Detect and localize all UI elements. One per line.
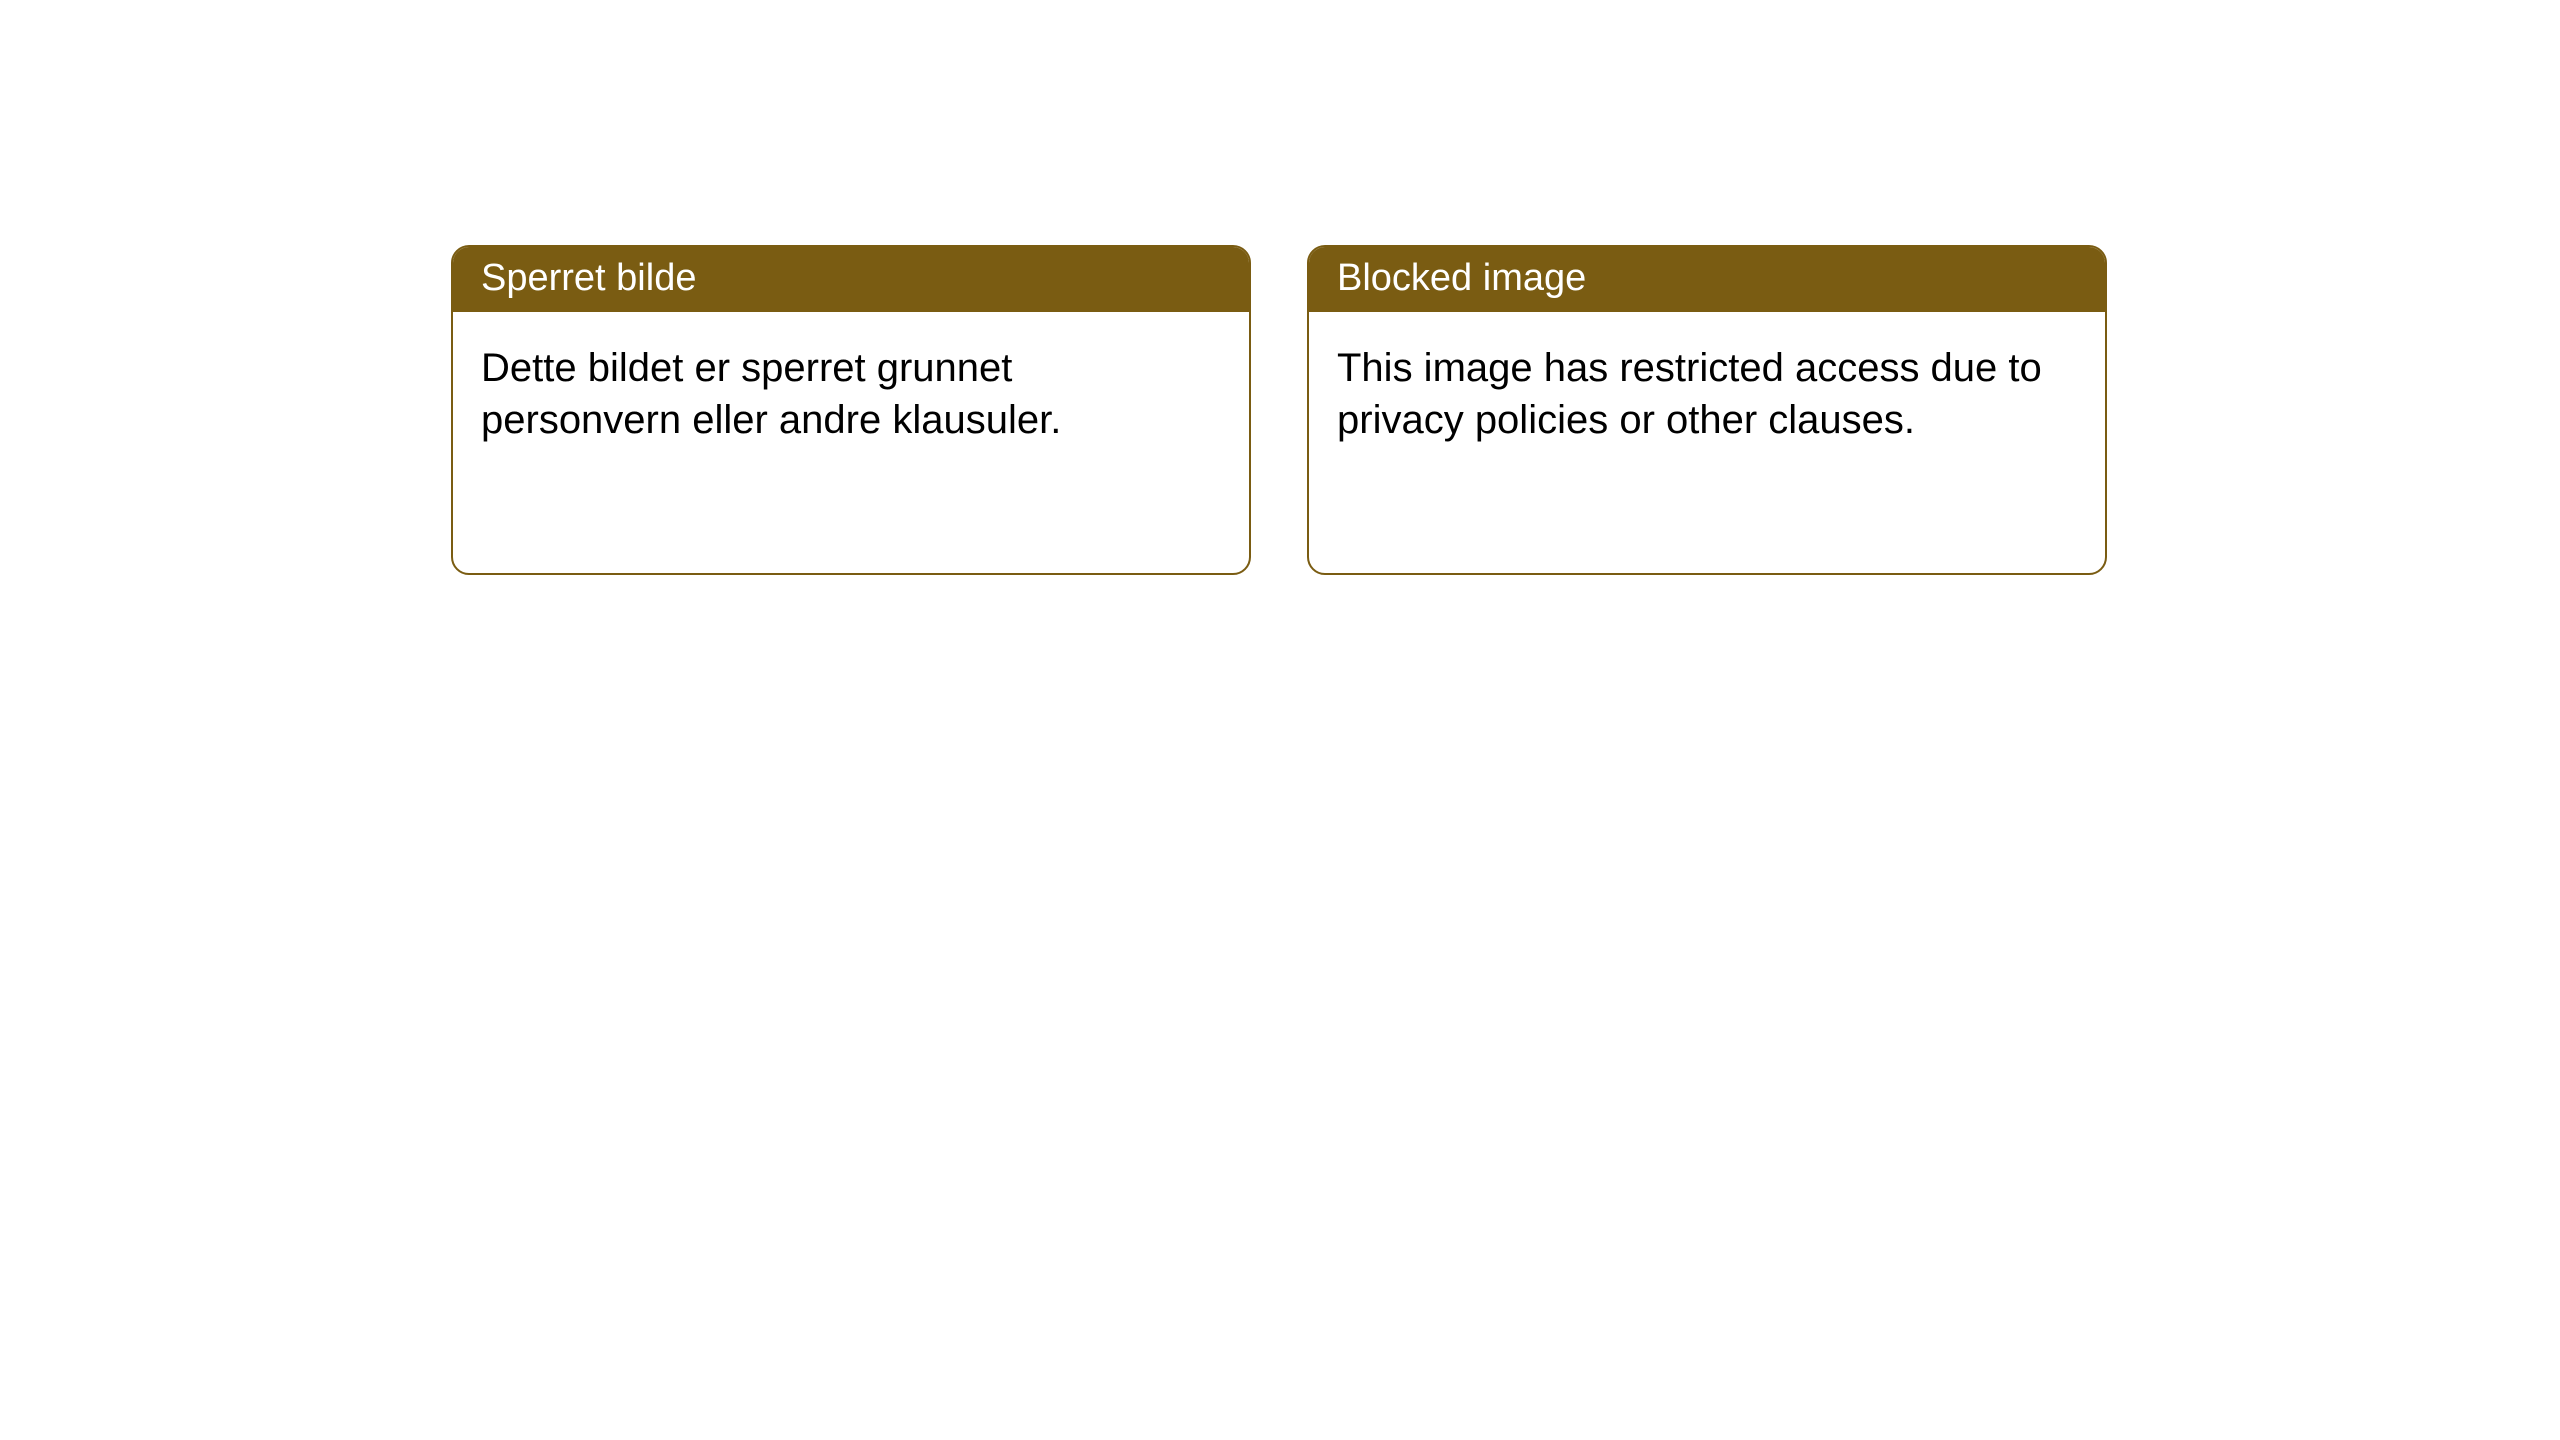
notice-body-norwegian: Dette bildet er sperret grunnet personve… [453, 312, 1249, 476]
notice-container: Sperret bilde Dette bildet er sperret gr… [0, 0, 2560, 575]
notice-card-norwegian: Sperret bilde Dette bildet er sperret gr… [451, 245, 1251, 575]
notice-header-norwegian: Sperret bilde [453, 247, 1249, 312]
notice-body-english: This image has restricted access due to … [1309, 312, 2105, 476]
notice-header-english: Blocked image [1309, 247, 2105, 312]
notice-card-english: Blocked image This image has restricted … [1307, 245, 2107, 575]
